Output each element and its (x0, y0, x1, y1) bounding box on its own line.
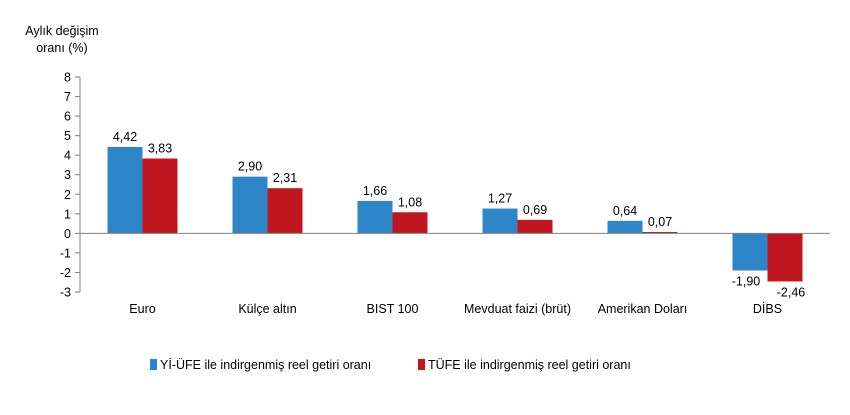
y-tick-label: -1 (60, 246, 71, 260)
data-label: 1,66 (363, 184, 387, 198)
y-tick-label: -3 (60, 286, 71, 300)
legend-swatch (150, 359, 157, 370)
y-tick-label: 3 (64, 168, 71, 182)
category-label: DİBS (753, 302, 782, 316)
y-axis-title: Aylık değişim oranı (%) (25, 24, 98, 55)
bar-tufe (517, 219, 553, 234)
y-tick-label: 4 (64, 149, 71, 163)
category-label: Külçe altın (238, 302, 296, 316)
bar-yi-ufe (482, 208, 518, 234)
bar-tufe (267, 188, 303, 234)
bar-yi-ufe (232, 176, 268, 234)
data-label: 2,31 (273, 171, 297, 185)
y-tick-label: 0 (64, 227, 71, 241)
y-axis: -3 -2 -1 0 1 2 3 4 5 6 7 8 (60, 71, 81, 300)
data-label: 3,83 (148, 142, 172, 156)
y-tick-label: 8 (64, 71, 71, 85)
data-label: -1,90 (732, 275, 761, 289)
bars-group: 4,42 3,83 2,90 2,31 1,66 1,08 1,27 0,69 0,64 0,07… (107, 130, 806, 299)
y-axis-title-line: Aylık değişim (25, 24, 98, 38)
data-label: 0,69 (523, 203, 547, 217)
data-label: 0,07 (648, 215, 672, 229)
category-label: Amerikan Doları (598, 302, 688, 316)
data-label: 1,27 (488, 192, 512, 206)
legend: Yİ-ÜFE ile indirgenmiş reel getiri oranı… (150, 358, 631, 372)
y-tick-label: 2 (64, 188, 71, 202)
bar-tufe (767, 233, 803, 282)
data-label: 2,90 (238, 160, 262, 174)
y-tick-label: 7 (64, 90, 71, 104)
legend-swatch (418, 359, 425, 370)
data-label: 1,08 (398, 195, 422, 209)
bar-yi-ufe (732, 233, 768, 271)
category-label: BIST 100 (367, 302, 419, 316)
x-axis: Euro Külçe altın BIST 100 Mevduat faizi (br… (80, 232, 830, 316)
y-tick-label: -2 (60, 266, 71, 280)
bar-yi-ufe (607, 220, 643, 234)
data-label: 0,64 (613, 204, 637, 218)
category-label: Mevduat faizi (brüt) (464, 302, 571, 316)
category-label: Euro (129, 302, 155, 316)
data-label: -2,46 (777, 285, 806, 299)
y-tick-label: 1 (64, 207, 71, 221)
bar-tufe (392, 212, 428, 234)
legend-label: TÜFE ile indirgenmiş reel getiri oranı (428, 358, 631, 372)
legend-label: Yİ-ÜFE ile indirgenmiş reel getiri oranı (160, 358, 371, 372)
y-axis-title-line: oranı (%) (36, 41, 87, 55)
bar-tufe (642, 231, 678, 234)
y-tick-label: 6 (64, 110, 71, 124)
data-label: 4,42 (113, 130, 137, 144)
bar-yi-ufe (357, 200, 393, 234)
bar-tufe (142, 158, 178, 234)
bar-yi-ufe (107, 146, 143, 234)
y-tick-label: 5 (64, 129, 71, 143)
